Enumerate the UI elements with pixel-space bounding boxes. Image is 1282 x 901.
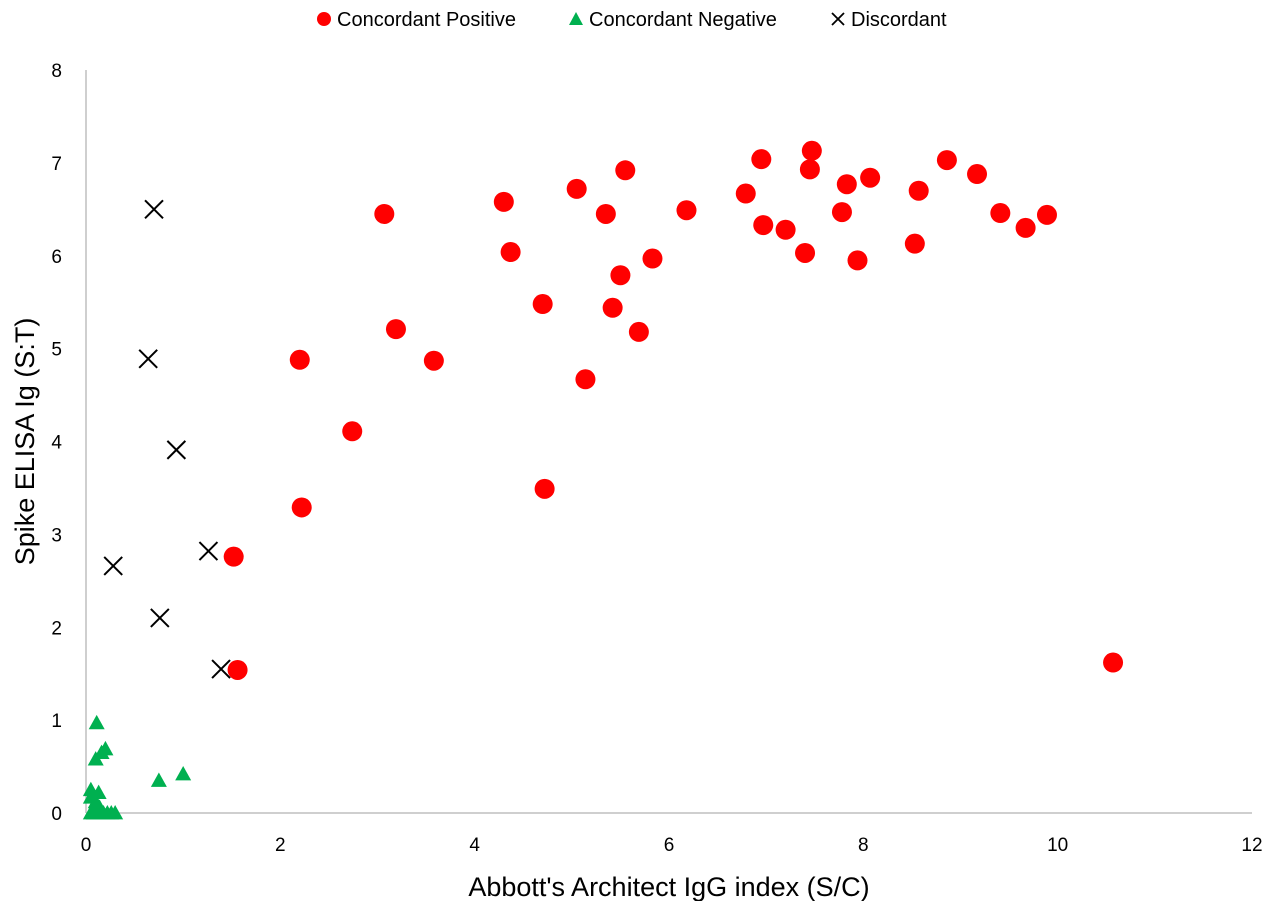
- legend-x-icon: [831, 12, 845, 26]
- data-points: [82, 140, 1124, 820]
- circle-point: [795, 242, 816, 263]
- circle-point: [735, 183, 756, 204]
- x-point: [150, 608, 170, 628]
- x-tick-label: 0: [81, 835, 92, 856]
- triangle-point: [88, 714, 105, 730]
- y-tick-label: 7: [51, 154, 62, 175]
- series-triangle: [82, 714, 192, 820]
- triangle-point: [97, 740, 114, 756]
- x-tick-label: 12: [1241, 835, 1262, 856]
- y-tick-label: 4: [51, 433, 62, 454]
- circle-point: [908, 180, 929, 201]
- triangle-point: [175, 765, 192, 781]
- y-tick-label: 3: [51, 525, 62, 546]
- circle-point: [775, 219, 796, 240]
- circle-point: [1036, 204, 1057, 225]
- circle-point: [374, 203, 395, 224]
- y-tick-label: 0: [51, 804, 62, 825]
- x-tick-label: 10: [1047, 835, 1068, 856]
- legend-entry: Concordant Positive: [317, 9, 516, 31]
- circle-point: [500, 242, 521, 263]
- circle-point: [801, 140, 822, 161]
- circle-point: [860, 167, 881, 188]
- circle-point: [602, 297, 623, 318]
- circle-point: [566, 178, 587, 199]
- x-tick-label: 4: [469, 835, 480, 856]
- circle-point: [291, 497, 312, 518]
- x-tick-label: 6: [664, 835, 675, 856]
- circle-point: [990, 203, 1011, 224]
- circle-point: [227, 659, 248, 680]
- x-point: [144, 199, 164, 220]
- circle-point: [534, 478, 555, 499]
- circle-point: [847, 250, 868, 271]
- y-tick-label: 5: [51, 340, 62, 361]
- y-tick-labels: 0 1 2 3 4 5 6 7 8: [51, 61, 62, 825]
- circle-point: [831, 202, 852, 223]
- circle-point: [385, 319, 406, 340]
- triangle-point: [107, 805, 124, 820]
- circle-point: [342, 421, 363, 442]
- x-point: [103, 556, 123, 576]
- y-tick-label: 6: [51, 247, 62, 268]
- circle-point: [532, 294, 553, 315]
- x-point: [166, 440, 187, 460]
- y-tick-label: 1: [51, 711, 62, 732]
- series-circle: [223, 140, 1124, 680]
- x-point: [211, 659, 231, 679]
- legend: Concordant Positive Concordant Negative Di…: [317, 9, 947, 31]
- x-point: [138, 349, 158, 369]
- x-tick-labels: 0 2 4 6 8 10 12: [81, 835, 1263, 856]
- x-axis-title: Abbott's Architect IgG index (S/C): [468, 872, 869, 901]
- series-x: [103, 199, 231, 679]
- legend-entry: Discordant: [831, 9, 947, 31]
- circle-point: [628, 321, 649, 342]
- circle-point: [751, 149, 772, 170]
- circle-point: [642, 248, 663, 269]
- circle-point: [676, 200, 697, 221]
- circle-point: [493, 191, 514, 212]
- circle-point: [610, 265, 631, 286]
- circle-point: [615, 160, 636, 181]
- circle-point: [967, 164, 988, 185]
- legend-label: Concordant Negative: [589, 9, 777, 31]
- circle-point: [836, 174, 857, 195]
- circle-point: [936, 150, 957, 171]
- legend-entry: Concordant Negative: [569, 9, 777, 31]
- circle-point: [799, 159, 820, 180]
- legend-label: Concordant Positive: [337, 9, 516, 31]
- triangle-point: [82, 789, 99, 804]
- y-axis-title: Spike ELISA Ig (S:T): [10, 318, 40, 566]
- x-tick-label: 8: [858, 835, 869, 856]
- legend-label: Discordant: [851, 9, 947, 31]
- triangle-point: [150, 772, 167, 787]
- legend-triangle-icon: [569, 12, 583, 25]
- circle-point: [289, 349, 310, 370]
- y-tick-label: 2: [51, 618, 62, 639]
- triangle-point: [90, 784, 107, 799]
- circle-point: [595, 203, 616, 224]
- legend-circle-icon: [317, 12, 331, 26]
- circle-point: [753, 215, 774, 236]
- x-tick-label: 2: [275, 835, 286, 856]
- circle-point: [904, 233, 925, 254]
- y-tick-label: 8: [51, 61, 62, 82]
- x-point: [198, 541, 219, 561]
- circle-point: [423, 350, 444, 371]
- triangle-point: [91, 799, 108, 814]
- circle-point: [223, 546, 244, 567]
- circle-point: [575, 369, 596, 390]
- circle-point: [1015, 217, 1036, 238]
- circle-point: [1103, 652, 1124, 673]
